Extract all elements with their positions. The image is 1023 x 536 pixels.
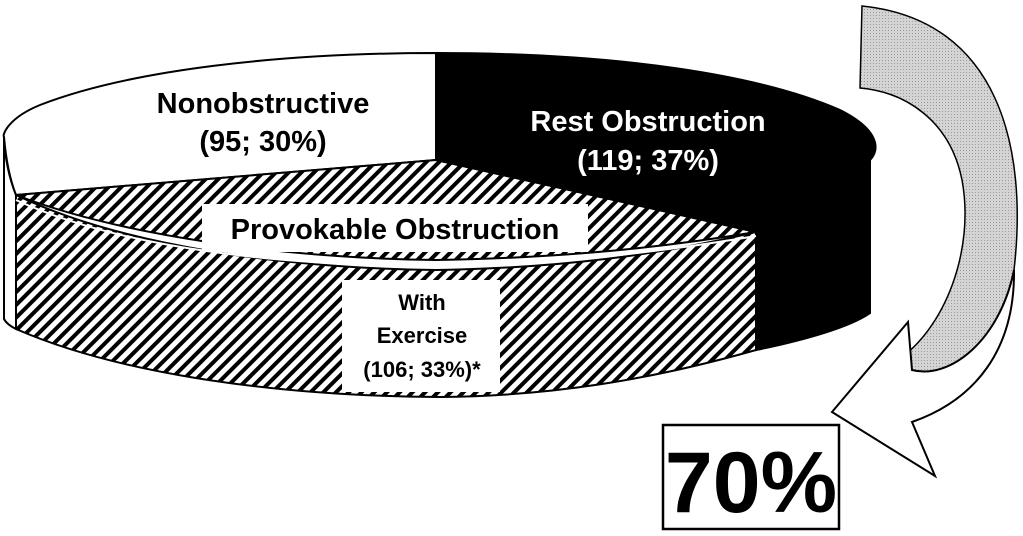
label-provokable-name: Provokable Obstruction xyxy=(231,214,560,246)
label-rest-count: (119; 37%) xyxy=(577,145,719,177)
callout-box-frame xyxy=(661,423,841,531)
curved-arrow-front xyxy=(830,269,1016,479)
slice-rest xyxy=(435,51,877,234)
label-with-exercise-bg xyxy=(342,280,500,392)
callout-box: 70% xyxy=(661,423,841,531)
label-with-exercise-line1: With xyxy=(398,290,445,315)
label-nonobstructive-name: Nonobstructive xyxy=(157,88,370,120)
label-rest: Rest Obstruction (119; 37%) xyxy=(530,106,765,177)
label-nonobstructive-count: (95; 30%) xyxy=(199,126,326,158)
slice-nonobstructive xyxy=(2,51,437,197)
label-with-exercise-count: (106; 33%)* xyxy=(363,357,481,382)
curved-arrow xyxy=(830,5,1018,479)
rim-line xyxy=(15,199,757,268)
label-provokable: Provokable Obstruction xyxy=(202,204,588,252)
label-provokable-bg xyxy=(202,204,588,252)
label-nonobstructive: Nonobstructive (95; 30%) xyxy=(157,88,370,158)
label-with-exercise: With Exercise (106; 33%)* xyxy=(342,280,500,392)
label-rest-name: Rest Obstruction xyxy=(530,106,765,138)
label-with-exercise-line2: Exercise xyxy=(377,323,468,348)
curved-arrow-back xyxy=(859,5,1018,373)
callout-value: 70% xyxy=(665,435,837,531)
